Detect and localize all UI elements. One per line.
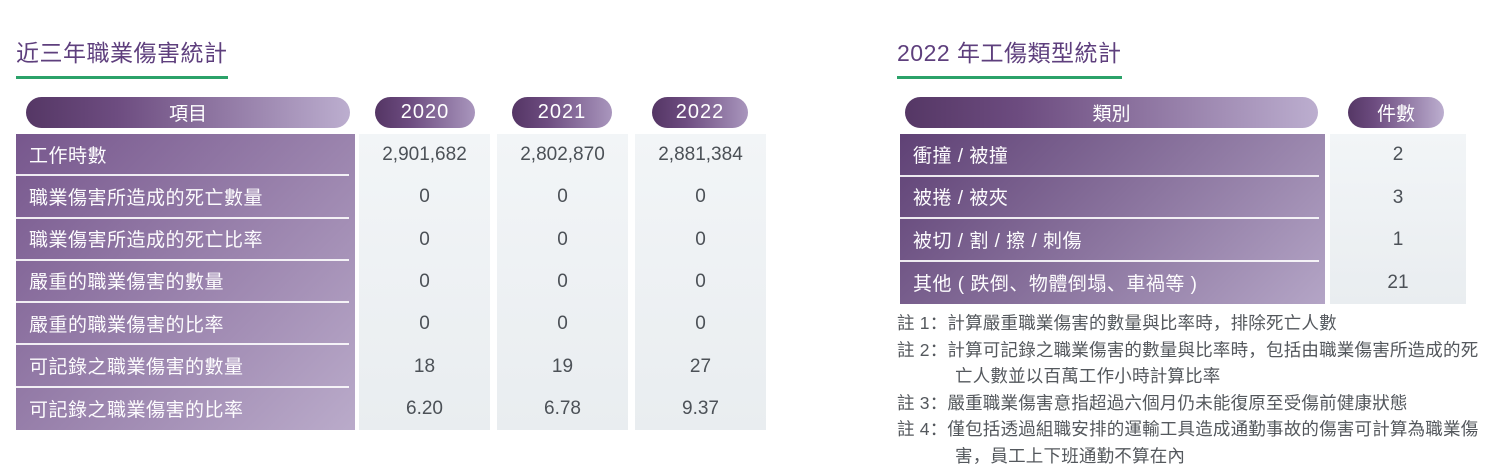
table-cell: 0 (557, 313, 568, 335)
table-row-label: 被切 / 割 / 擦 / 刺傷 (900, 219, 1319, 262)
left-header-2021-label: 2021 (537, 101, 587, 123)
table-cell: 18 (413, 355, 436, 377)
table-cell: 9.37 (682, 397, 719, 419)
table-cell: 0 (695, 270, 706, 292)
table-row-label: 可記錄之職業傷害的比率 (29, 400, 244, 422)
table-cell: 2,802,870 (520, 144, 605, 166)
right-header-count-pill: 件數 (1348, 97, 1444, 128)
table-cell: 0 (695, 228, 706, 250)
table-cell: 0 (557, 228, 568, 250)
table-row-label: 被捲 / 被夾 (900, 177, 1319, 219)
right-header-category-label: 類別 (1092, 104, 1131, 125)
left-table-2020-column: 2,901,682 0 0 0 0 18 6.20 (359, 134, 490, 430)
left-header-2022-pill: 2022 (652, 97, 748, 128)
table-cell: 0 (419, 228, 430, 250)
table-cell: 2,881,384 (658, 144, 743, 166)
table-cell: 21 (1387, 271, 1409, 293)
table-cell: 2 (1392, 144, 1404, 166)
table-cell: 0 (557, 186, 568, 208)
left-table-label-column: 工作時數 職業傷害所造成的死亡數量 職業傷害所造成的死亡比率 嚴重的職業傷害的數… (16, 134, 355, 430)
table-row-label: 嚴重的職業傷害的數量 (16, 261, 349, 304)
left-table-2021-column: 2,802,870 0 0 0 0 19 6.78 (497, 134, 628, 430)
table-cell: 0 (419, 270, 430, 292)
table-cell: 0 (419, 313, 430, 335)
table-row-label: 可記錄之職業傷害的數量 (16, 345, 349, 388)
right-header-count-label: 件數 (1376, 104, 1415, 125)
table-row-label: 衝撞 / 被撞 (900, 134, 1319, 177)
left-header-2022-label: 2022 (675, 101, 725, 123)
table-cell: 19 (551, 355, 574, 377)
table-cell: 2,901,682 (382, 144, 467, 166)
left-table-2022-column: 2,881,384 0 0 0 0 27 9.37 (635, 134, 766, 430)
table-cell: 0 (419, 186, 430, 208)
footnote-2: 註 2：計算可記錄之職業傷害的數量與比率時，包括由職業傷害所造成的死亡人數並以百… (897, 339, 1479, 387)
table-row-label: 其他 ( 跌倒、物體倒塌、車禍等 ) (913, 274, 1198, 296)
table-cell: 6.78 (544, 397, 581, 419)
right-table-label-column: 衝撞 / 被撞 被捲 / 被夾 被切 / 割 / 擦 / 刺傷 其他 ( 跌倒、… (900, 134, 1325, 304)
left-header-2021-pill: 2021 (512, 97, 612, 128)
table-cell: 1 (1392, 229, 1404, 251)
left-table-title: 近三年職業傷害統計 (16, 34, 228, 79)
table-row-label: 職業傷害所造成的死亡比率 (16, 219, 349, 261)
footnote-3: 註 3：嚴重職業傷害意指超過六個月仍未能復原至受傷前健康狀態 (897, 392, 1408, 413)
right-table-title: 2022 年工傷類型統計 (897, 34, 1122, 79)
left-header-item-pill: 項目 (26, 97, 350, 128)
left-header-2020-pill: 2020 (375, 97, 475, 128)
left-header-2020-label: 2020 (400, 101, 450, 123)
right-header-category-pill: 類別 (905, 97, 1318, 128)
footnote-1: 註 1：計算嚴重職業傷害的數量與比率時，排除死亡人數 (897, 313, 1337, 333)
left-header-item-label: 項目 (168, 104, 207, 125)
table-row-label: 職業傷害所造成的死亡數量 (16, 176, 349, 219)
footnote-4: 註 4：僅包括透過組職安排的運輸工具造成通勤事故的傷害可計算為職業傷害，員工上下… (897, 419, 1479, 466)
right-table-count-column: 2 3 1 21 (1330, 134, 1466, 304)
table-row-label: 工作時數 (16, 134, 349, 177)
table-cell: 0 (695, 313, 706, 335)
table-cell: 0 (695, 186, 706, 208)
table-row-label: 嚴重的職業傷害的比率 (16, 303, 349, 346)
table-cell: 6.20 (406, 397, 443, 419)
table-cell: 0 (557, 270, 568, 292)
footnotes: 註 1：計算嚴重職業傷害的數量與比率時，排除死亡人數 註 2：計算可記錄之職業傷… (897, 310, 1482, 469)
table-cell: 27 (689, 355, 712, 377)
table-cell: 3 (1392, 186, 1404, 208)
